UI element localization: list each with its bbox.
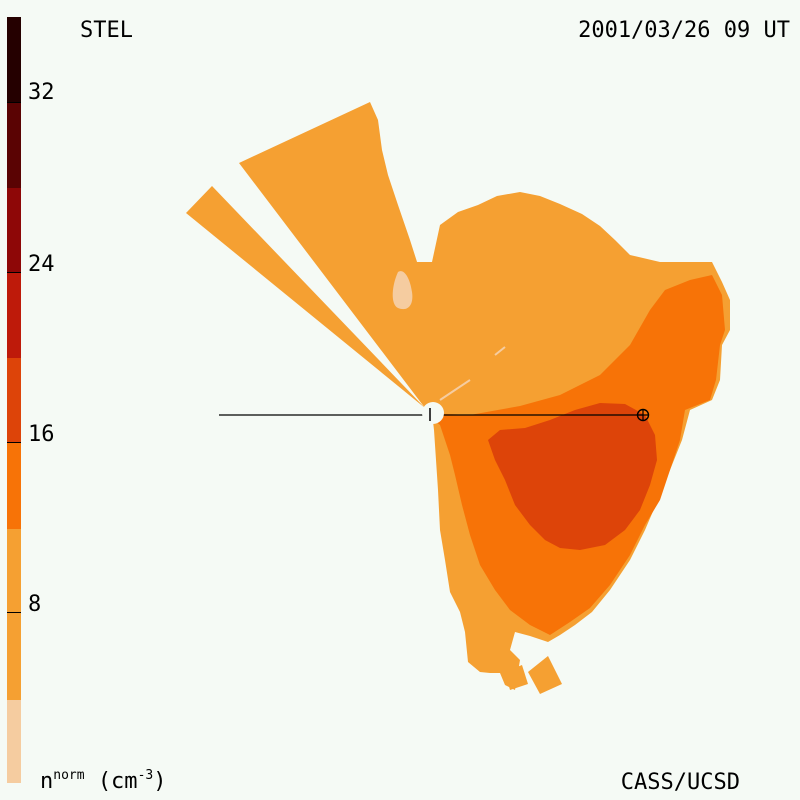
density-region-block-1 (528, 656, 562, 694)
unit-label: nnorm (cm-3) (40, 768, 166, 794)
unit-close: ) (153, 769, 167, 794)
density-region-block-2 (505, 665, 528, 690)
colorbar-segment-2 (7, 529, 21, 700)
density-region-ray-2 (239, 102, 432, 408)
colorbar-segment-4 (7, 358, 21, 443)
density-region-level4 (488, 403, 657, 550)
colorbar-label-16: 16 (28, 422, 55, 447)
colorbar-segment-6 (7, 188, 21, 273)
colorbar-segment-8 (7, 17, 21, 102)
station-label: STEL (80, 18, 133, 43)
unit-superscript: norm (53, 768, 85, 783)
faint-ray-2 (494, 346, 506, 356)
colorbar-label-24: 24 (28, 252, 55, 277)
colorbar-tick-24 (7, 272, 21, 273)
unit-rest: (cm (97, 769, 138, 794)
colorbar-segment-7 (7, 102, 21, 188)
unit-base: n (40, 769, 54, 794)
colorbar-segment-1 (7, 700, 21, 783)
unit-exponent: -3 (137, 768, 154, 783)
colorbar-segment-3 (7, 443, 21, 529)
density-region-ray-1 (186, 186, 425, 408)
faint-ray-1 (439, 379, 471, 401)
colorbar (7, 17, 21, 783)
colorbar-tick-16 (7, 442, 21, 443)
sun-marker (422, 402, 444, 424)
credit-label: CASS/UCSD (620, 770, 740, 795)
timestamp-label: 2001/03/26 09 UT (578, 18, 790, 43)
colorbar-tick-32 (7, 102, 21, 103)
colorbar-label-32: 32 (28, 80, 55, 105)
density-region-level1 (392, 271, 413, 310)
colorbar-segment-5 (7, 273, 21, 358)
colorbar-label-8: 8 (28, 592, 42, 617)
earth-icon (636, 408, 650, 422)
colorbar-tick-8 (7, 612, 21, 613)
